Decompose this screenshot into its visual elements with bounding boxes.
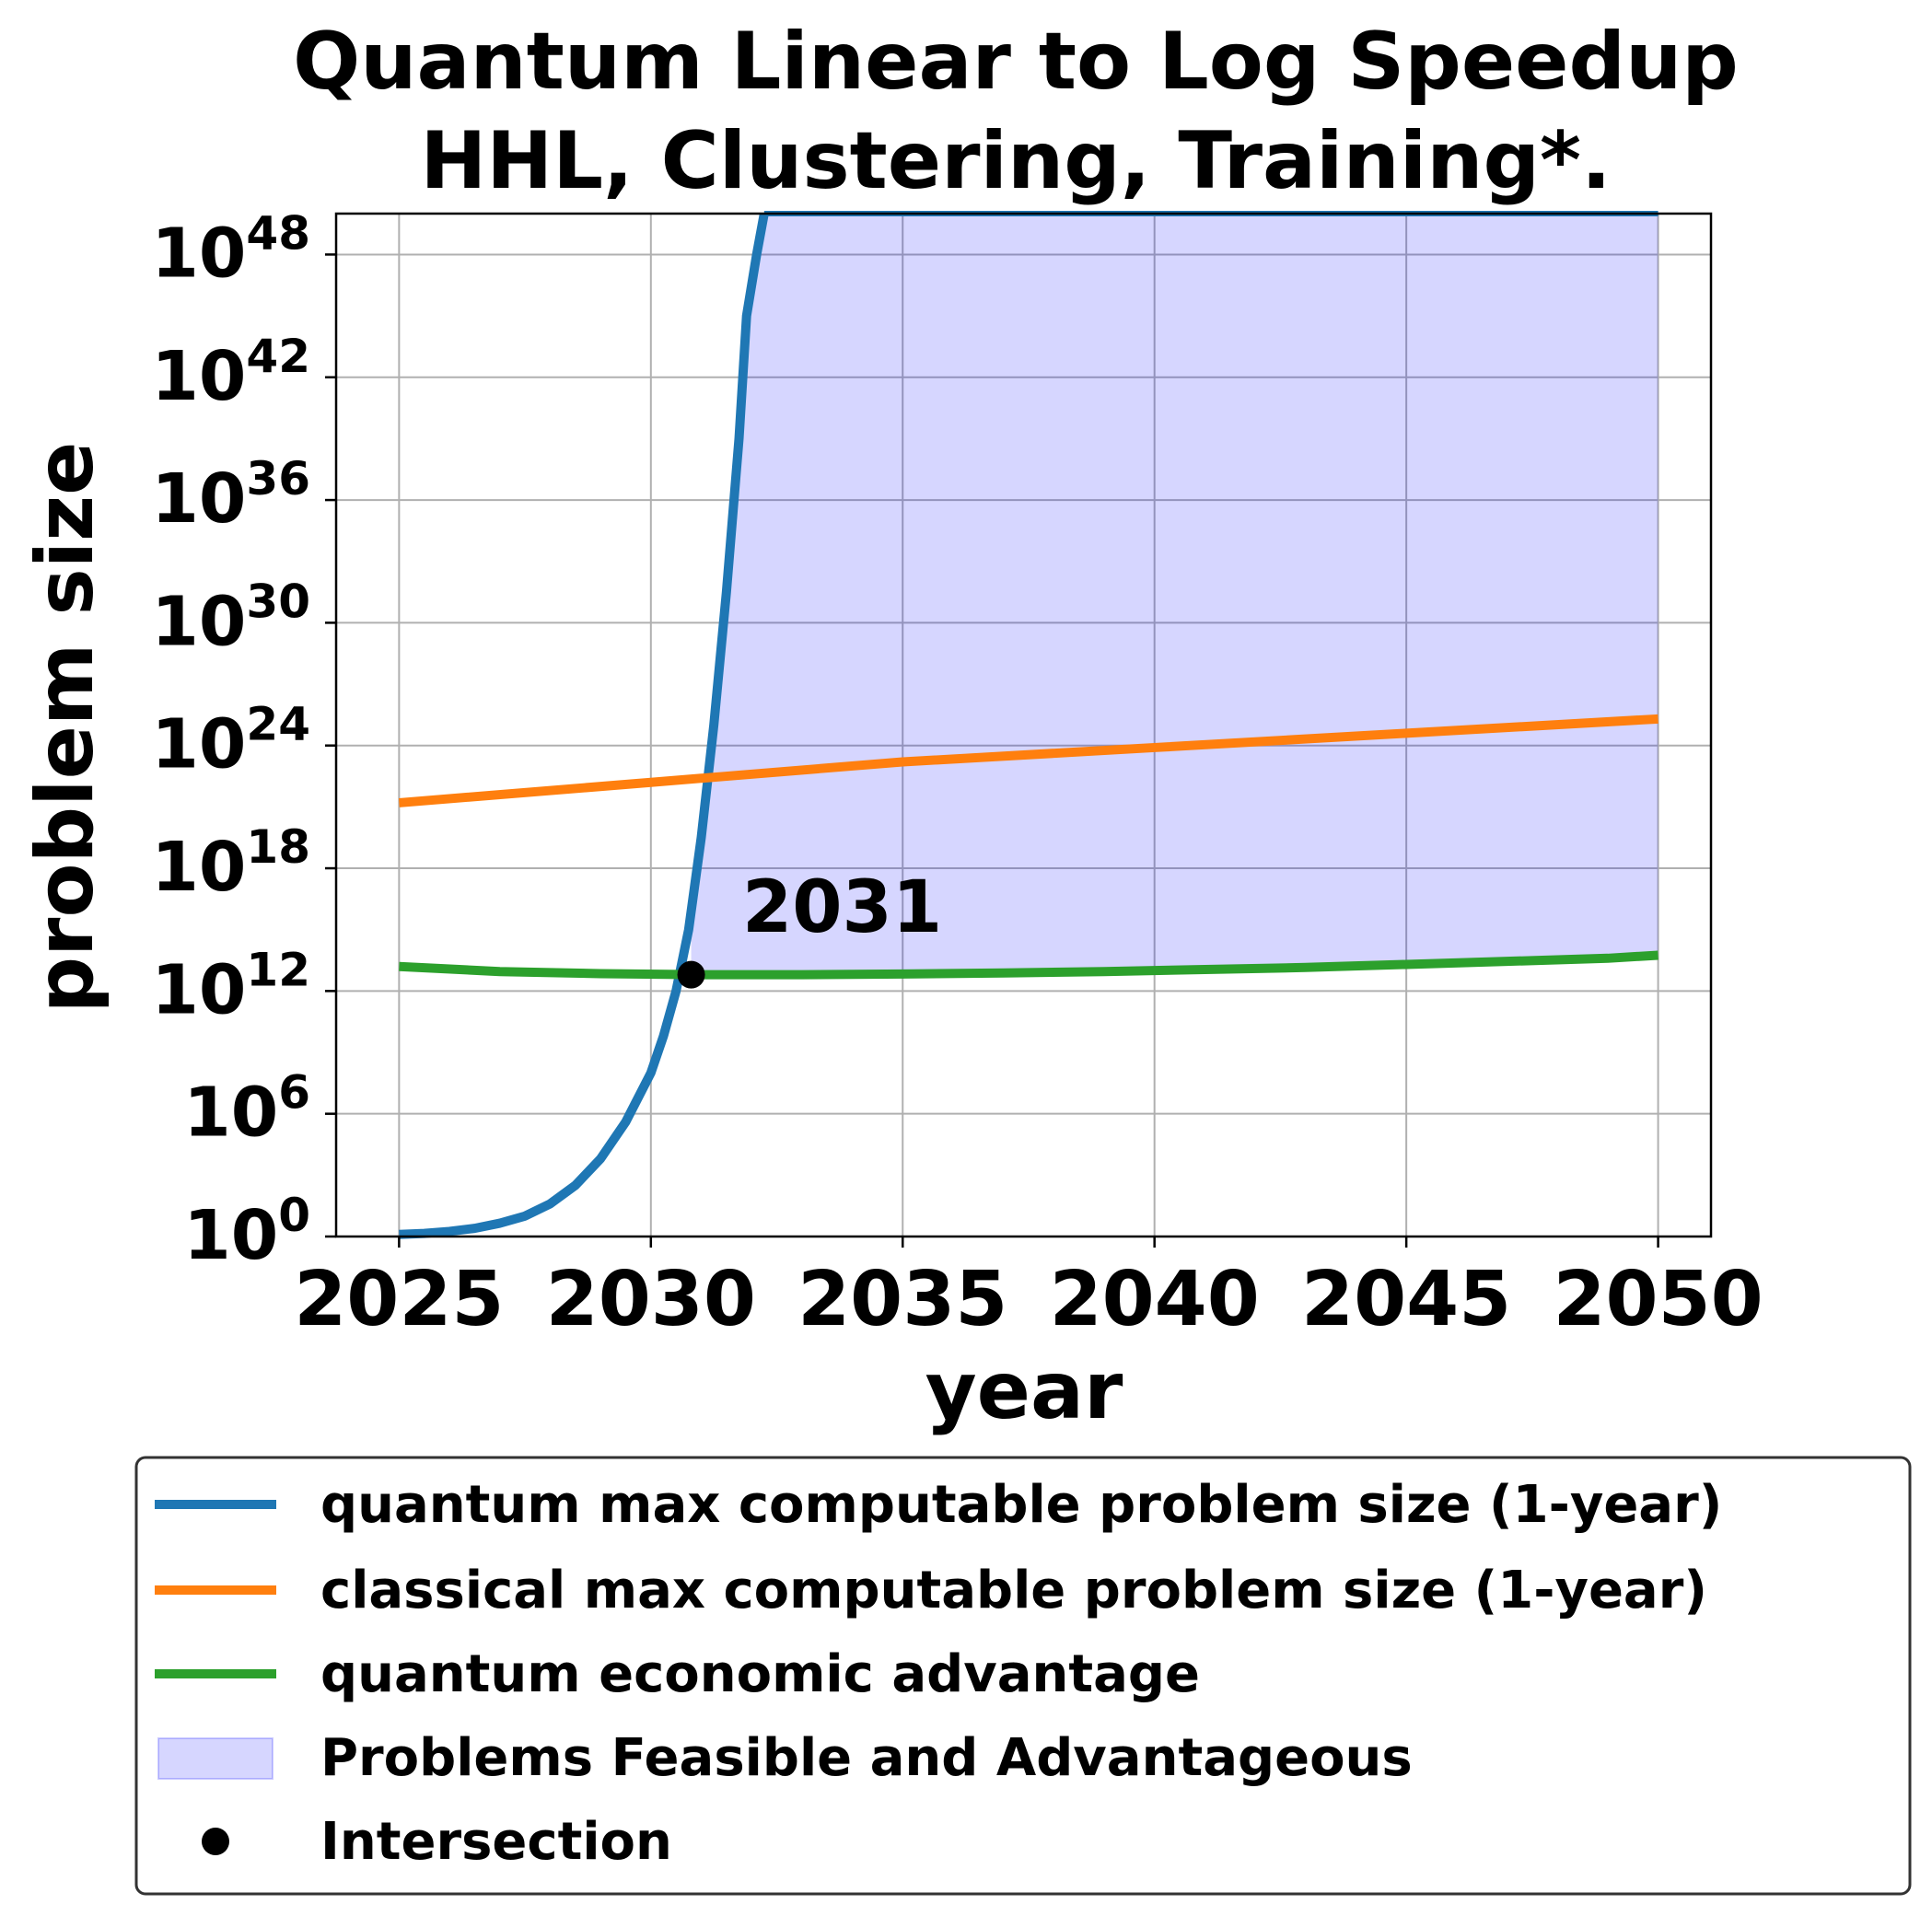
y-tick-label: 100: [183, 1189, 310, 1275]
x-tick-label: 2045: [1301, 1256, 1511, 1343]
intersection-label: 2031: [742, 866, 942, 949]
quantum-max-line: [399, 213, 769, 1239]
legend-label-advantage: quantum economic advantage: [320, 1644, 1200, 1704]
x-axis-label: year: [925, 1345, 1123, 1437]
y-axis-label: problem size: [19, 441, 111, 1013]
legend-swatch-fill: [157, 1737, 274, 1780]
grid: [336, 214, 1711, 1237]
legend: quantum max computable problem size (1-y…: [134, 1456, 1912, 1896]
y-tick-label: 1018: [151, 820, 310, 907]
legend-swatch-intersection: [202, 1828, 229, 1855]
y-tick-label: 1042: [151, 330, 310, 416]
x-tick-label: 2050: [1553, 1256, 1763, 1343]
y-tick-label: 1024: [151, 698, 310, 784]
y-tick-label: 1036: [151, 452, 310, 539]
legend-label-quantum: quantum max computable problem size (1-y…: [320, 1475, 1722, 1535]
intersection-group: [677, 960, 705, 989]
plot-frame: [334, 212, 1713, 1238]
legend-label-classical: classical max computable problem size (1…: [320, 1561, 1707, 1620]
x-tick-label: 2040: [1050, 1256, 1260, 1343]
y-tick-label: 1030: [151, 575, 310, 661]
legend-label-intersection: Intersection: [320, 1812, 672, 1872]
x-tick-label: 2035: [797, 1256, 1007, 1343]
x-tick-label: 2025: [294, 1256, 504, 1343]
chart-title-line-1: Quantum Linear to Log Speedup: [293, 16, 1739, 108]
y-tick-label: 106: [183, 1066, 310, 1153]
legend-label-fill: Problems Feasible and Advantageous: [320, 1728, 1413, 1788]
chart-title-line-2: HHL, Clustering, Training*.: [420, 115, 1611, 207]
classical-max-line: [398, 714, 1658, 807]
quantum-advantage-line: [399, 950, 1658, 980]
x-tick-label: 2030: [546, 1256, 756, 1343]
y-tick-label: 1012: [151, 943, 310, 1029]
y-tick-label: 1048: [151, 206, 310, 293]
legend-box: [134, 1456, 1912, 1896]
intersection-marker: [677, 960, 705, 989]
feasible-advantageous-region: [691, 214, 1658, 975]
axis-ticks: 2025 2030 2035 2040 2045 2050 100 106 1012 1018 10…: [151, 206, 1763, 1343]
